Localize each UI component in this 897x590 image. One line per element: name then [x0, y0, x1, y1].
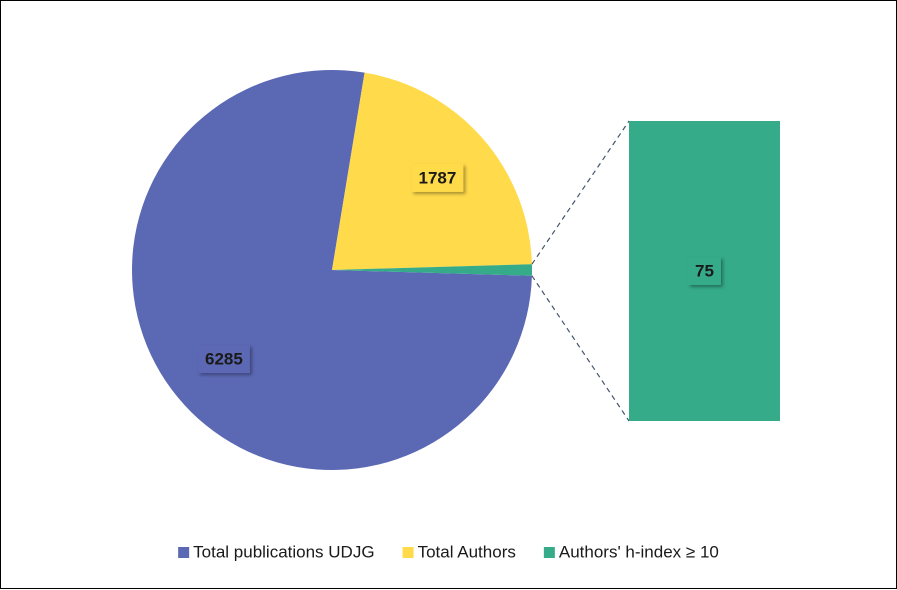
data-label: 75: [688, 257, 721, 285]
legend-label: Total Authors: [418, 542, 516, 561]
legend-label: Authors' h-index ≥ 10: [559, 542, 719, 561]
legend-swatch: [543, 547, 555, 558]
data-label: 1787: [411, 163, 464, 192]
data-label-box: [198, 345, 250, 374]
legend-swatch: [178, 547, 190, 558]
legend-swatch: [402, 547, 414, 558]
connector-line: [531, 275, 630, 422]
pie-slice: [332, 264, 533, 276]
data-label-text: 75: [695, 261, 714, 280]
data-label-box: [688, 257, 721, 285]
legend-label: Total publications UDJG: [193, 542, 374, 561]
legend: Total publications UDJG Total Authors Auth…: [178, 542, 719, 561]
data-label-text: 1787: [419, 168, 457, 187]
data-label-text: 6285: [205, 350, 243, 369]
data-label: 6285: [198, 345, 250, 374]
data-label-box: [411, 163, 464, 192]
connector-line: [531, 120, 630, 265]
